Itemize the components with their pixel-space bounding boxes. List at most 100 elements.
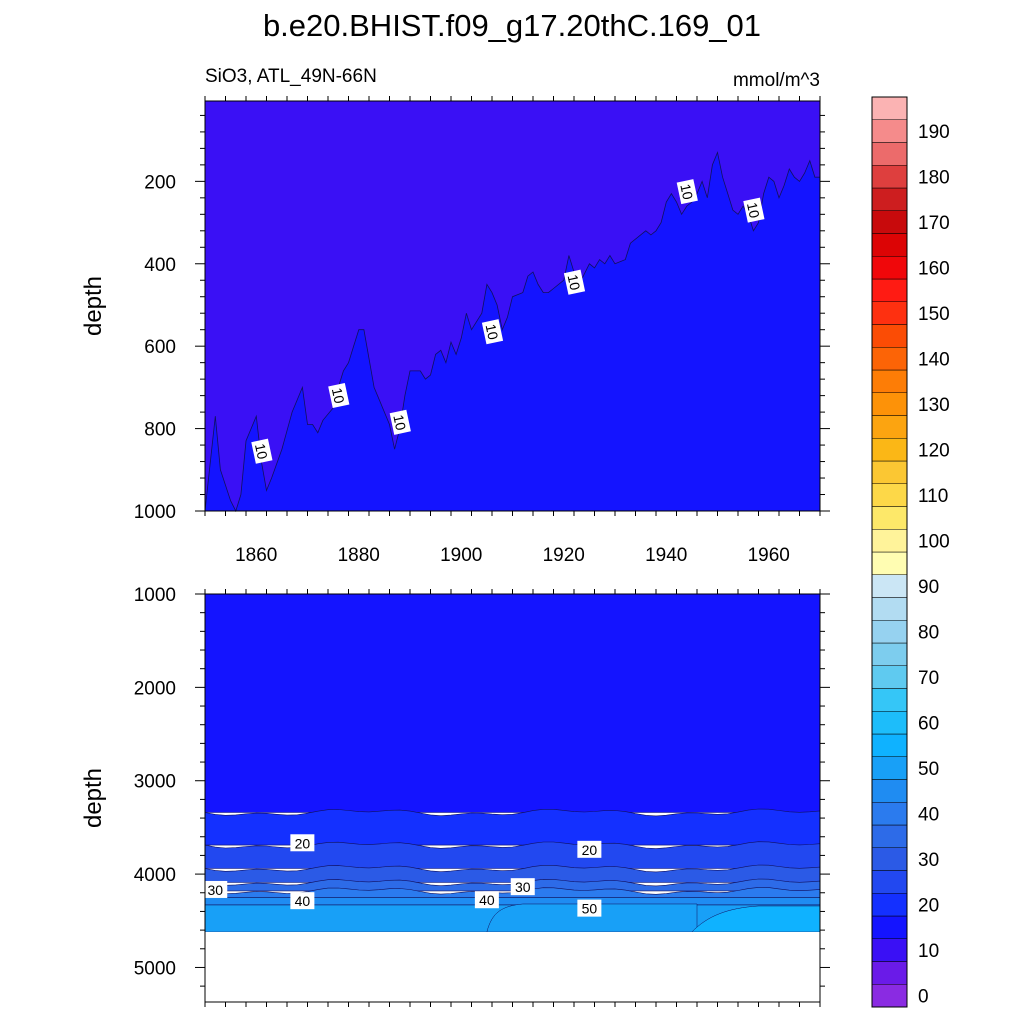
upper-x-tick-label: 1920 xyxy=(543,545,585,566)
upper-contour-label-box xyxy=(563,269,586,295)
colorbar: 0 10 20 30 40 50 60 70 80 90 100 110 120 130 140 150 160… xyxy=(871,96,950,1008)
colorbar-swatch xyxy=(871,210,908,234)
colorbar-tick-label: 130 xyxy=(918,395,950,416)
colorbar-swatch xyxy=(871,915,908,939)
colorbar-swatch xyxy=(871,529,908,553)
colorbar-tick-label: 10 xyxy=(918,941,939,962)
colorbar-swatch xyxy=(871,119,908,143)
colorbar-swatch xyxy=(871,165,908,189)
upper-contour-label: 10 xyxy=(563,269,586,295)
upper-y-axis-label: depth xyxy=(80,276,107,336)
colorbar-tick-label: 30 xyxy=(918,850,939,871)
colorbar-swatch xyxy=(871,392,908,416)
upper-x-tick-label: 1860 xyxy=(235,545,277,566)
lower-contour-label-box xyxy=(510,878,535,896)
lower-y-tick-label: 5000 xyxy=(134,958,176,979)
lower-contour-band xyxy=(204,864,821,883)
lower-panel: 20 20 30 30 40 40 50 1000 2000 3000 4000 5000 xyxy=(134,585,830,1007)
lower-contour-label-text: 40 xyxy=(295,893,311,909)
colorbar-swatch xyxy=(871,642,908,666)
colorbar-swatch xyxy=(871,847,908,871)
upper-contour-label: 10 xyxy=(328,382,350,409)
lower-contour-label-box xyxy=(290,892,315,910)
upper-y-tick-label: 1000 xyxy=(134,502,176,523)
colorbar-tick-label: 0 xyxy=(918,987,929,1008)
colorbar-swatch xyxy=(871,301,908,325)
upper-x-tick-label: 1880 xyxy=(338,545,380,566)
colorbar-swatch xyxy=(871,551,908,575)
upper-contour-label: 10 xyxy=(743,197,765,223)
upper-contour-label-box xyxy=(251,438,273,464)
upper-x-tick-label: 1960 xyxy=(748,545,790,566)
colorbar-swatch xyxy=(871,733,908,757)
upper-contour-line-10 xyxy=(204,151,820,513)
colorbar-swatch xyxy=(871,870,908,894)
upper-y-tick-label: 600 xyxy=(144,337,176,358)
colorbar-tick-label: 50 xyxy=(918,759,939,780)
colorbar-tick-label: 20 xyxy=(918,896,939,917)
colorbar-tick-label: 180 xyxy=(918,168,950,189)
upper-contour-label-box xyxy=(389,409,411,435)
colorbar-swatch xyxy=(871,597,908,621)
upper-contour-label: 10 xyxy=(251,438,273,464)
lower-y-tick-label: 1000 xyxy=(134,585,176,606)
upper-contour-label-box xyxy=(676,179,698,205)
colorbar-tick-label: 70 xyxy=(918,668,939,689)
colorbar-swatch xyxy=(871,233,908,257)
lower-contour-label-text: 40 xyxy=(479,892,495,908)
upper-x-tick-label: 1940 xyxy=(645,545,687,566)
colorbar-tick-label: 110 xyxy=(918,486,948,507)
lower-contour-label-box xyxy=(577,840,602,858)
lower-contour-label-box xyxy=(577,899,602,917)
colorbar-swatch xyxy=(871,460,908,484)
colorbar-tick-label: 40 xyxy=(918,805,939,826)
upper-contour-label-box xyxy=(481,319,504,345)
lower-y-tick-label: 2000 xyxy=(134,678,176,699)
colorbar-tick-label: 80 xyxy=(918,623,939,644)
colorbar-swatch xyxy=(871,324,908,348)
lower-contour-patch-55 xyxy=(691,905,821,933)
colorbar-tick-label: 190 xyxy=(918,122,950,143)
lower-contour-label-text: 30 xyxy=(515,879,531,895)
upper-contour-label: 10 xyxy=(676,179,698,205)
upper-contour-label-text: 10 xyxy=(252,442,271,461)
upper-contour-label-text: 10 xyxy=(744,201,763,220)
colorbar-swatch xyxy=(871,96,908,120)
colorbar-swatch xyxy=(871,620,908,644)
upper-y-tick-label: 400 xyxy=(144,255,176,276)
colorbar-swatch xyxy=(871,711,908,735)
upper-contour-label-box xyxy=(743,197,765,223)
colorbar-swatch xyxy=(871,369,908,393)
colorbar-swatch xyxy=(871,802,908,826)
lower-contour-label-box xyxy=(474,891,499,909)
colorbar-swatch xyxy=(871,756,908,780)
colorbar-swatch xyxy=(871,665,908,689)
colorbar-swatch xyxy=(871,893,908,917)
colorbar-tick-label: 120 xyxy=(918,441,950,462)
lower-y-tick-label: 4000 xyxy=(134,865,176,886)
lower-y-tick-label: 3000 xyxy=(134,772,176,793)
colorbar-swatch xyxy=(871,187,908,211)
colorbar-frame xyxy=(871,96,908,1008)
colorbar-swatch xyxy=(871,142,908,166)
upper-contour-fill-10 xyxy=(205,152,820,511)
colorbar-tick-label: 150 xyxy=(918,304,950,325)
right-subtitle: mmol/m^3 xyxy=(733,70,820,91)
colorbar-swatch xyxy=(871,438,908,462)
colorbar-swatch xyxy=(871,278,908,302)
colorbar-swatch xyxy=(871,256,908,280)
left-subtitle: SiO3, ATL_49N-66N xyxy=(205,66,377,87)
colorbar-swatch xyxy=(871,574,908,598)
colorbar-tick-label: 60 xyxy=(918,714,939,735)
lower-contour-label-box xyxy=(203,880,228,898)
colorbar-swatch xyxy=(871,984,908,1008)
colorbar-swatch xyxy=(871,779,908,803)
colorbar-tick-label: 160 xyxy=(918,259,950,280)
upper-contour-label-text: 10 xyxy=(483,323,502,342)
upper-contour-label-box xyxy=(328,382,350,409)
colorbar-swatch xyxy=(871,506,908,530)
colorbar-tick-label: 140 xyxy=(918,350,950,371)
lower-contour-label-text: 30 xyxy=(207,882,223,898)
upper-contour-label: 10 xyxy=(389,409,411,435)
